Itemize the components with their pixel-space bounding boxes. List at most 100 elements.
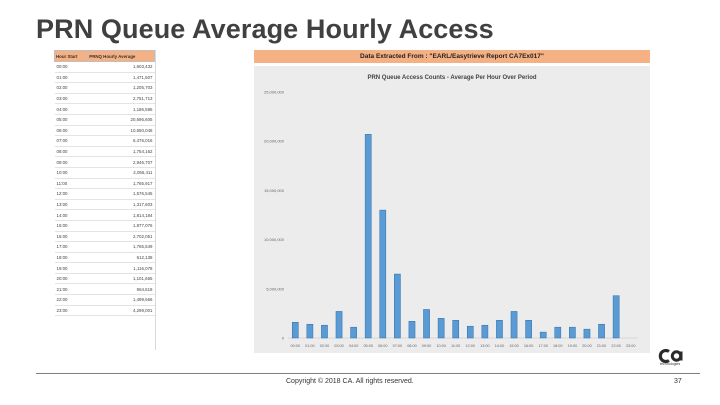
bar xyxy=(612,295,620,339)
bar xyxy=(321,324,328,339)
bar xyxy=(539,331,547,339)
bar xyxy=(569,326,576,339)
cell-hour: 12:00 xyxy=(54,188,88,200)
cell-hour: 09:00 xyxy=(54,156,88,168)
x-tick-label: 05:00 xyxy=(363,344,373,348)
cell-average: 1,765,549 xyxy=(87,241,155,253)
cell-average: 1,499,666 xyxy=(87,294,155,306)
column-header-average: PRNQ Hourly Average xyxy=(87,50,155,62)
table-row: 21:00 964,618 xyxy=(54,283,155,296)
cell-hour: 00:00 xyxy=(54,61,88,73)
table-row: 07:00 6,476,016 xyxy=(54,135,155,147)
bar xyxy=(423,309,430,339)
cell-average: 1,765,917 xyxy=(87,178,155,190)
page-title: PRN Queue Average Hourly Access xyxy=(36,14,494,44)
table-row: 05:00 20,696,605 xyxy=(54,114,155,126)
cell-hour: 06:00 xyxy=(54,125,88,137)
x-tick-label: 20:00 xyxy=(582,344,592,348)
cell-hour: 14:00 xyxy=(54,209,88,221)
x-tick-label: 00:00 xyxy=(291,344,301,348)
bar xyxy=(350,326,357,339)
x-tick-label: 09:00 xyxy=(422,344,432,348)
table-row: 02:00 1,205,703 xyxy=(54,82,155,94)
bar xyxy=(554,326,562,339)
table-row: 22:00 1,499,666 xyxy=(54,294,155,306)
bar xyxy=(437,318,445,339)
y-tick-label: 20,000,000 xyxy=(264,139,285,144)
cell-hour: 05:00 xyxy=(54,114,88,126)
table-row: 08:00 1,754,162 xyxy=(54,146,155,158)
cell-average: 1,754,162 xyxy=(87,146,155,158)
table-row: 10:00 2,055,411 xyxy=(54,167,155,179)
cell-hour: 02:00 xyxy=(54,82,88,94)
cell-hour: 01:00 xyxy=(54,72,88,84)
logo-tagline: technologies xyxy=(660,362,681,366)
footer-divider xyxy=(36,373,700,374)
cell-average: 1,814,184 xyxy=(87,209,155,221)
x-tick-label: 03:00 xyxy=(334,344,344,348)
x-axis-ticks: 00:00 01:00 02:00 03:00 04:00 05:00 06:00 07:00… xyxy=(291,344,636,348)
cell-average: 10,650,046 xyxy=(87,125,155,137)
x-tick-label: 08:00 xyxy=(407,344,417,348)
table-row: 15:00 1,877,076 xyxy=(54,220,155,232)
bar xyxy=(496,320,503,339)
x-tick-label: 07:00 xyxy=(393,344,403,348)
bar xyxy=(452,320,460,339)
cell-hour: 11:00 xyxy=(54,178,88,190)
cell-average: 1,205,703 xyxy=(87,82,155,94)
cell-hour: 23:00 xyxy=(54,305,88,317)
cell-average: 612,138 xyxy=(87,252,155,264)
table-row: 11:00 1,765,917 xyxy=(54,178,155,190)
cell-average: 6,476,016 xyxy=(87,135,155,147)
table-row: 09:00 2,946,707 xyxy=(54,156,155,168)
cell-average: 20,696,605 xyxy=(87,114,155,126)
cell-hour: 15:00 xyxy=(54,220,88,232)
cell-average: 1,877,076 xyxy=(87,220,155,232)
table-row: 04:00 1,186,595 xyxy=(54,103,155,115)
bar xyxy=(335,311,343,339)
y-tick-label: 5,000,000 xyxy=(266,286,285,291)
bars-group xyxy=(291,134,620,339)
table-row: 01:00 1,471,507 xyxy=(54,72,155,84)
ca-logo-a-stem xyxy=(679,351,683,361)
table-row: 17:00 1,765,549 xyxy=(54,241,155,253)
cell-hour: 07:00 xyxy=(54,135,88,147)
chart-title: PRN Queue Access Counts - Average Per Ho… xyxy=(367,75,536,81)
cell-average: 1,471,507 xyxy=(87,72,155,84)
ca-logo-a-bowl xyxy=(670,350,683,362)
table-row: 14:00 1,814,184 xyxy=(54,209,155,221)
cell-average: 1,576,545 xyxy=(87,188,155,200)
cell-average: 1,317,603 xyxy=(87,199,155,211)
y-tick-label: 0 xyxy=(282,336,285,341)
x-tick-label: 04:00 xyxy=(349,344,359,348)
bar xyxy=(481,324,489,339)
x-tick-label: 15:00 xyxy=(509,344,519,348)
y-tick-label: 15,000,000 xyxy=(264,188,285,193)
cell-hour: 18:00 xyxy=(54,252,88,264)
column-header-hour: Hour Start xyxy=(54,50,89,62)
x-tick-label: 14:00 xyxy=(495,344,505,348)
cell-average: 4,299,001 xyxy=(87,305,155,317)
cell-average: 2,055,411 xyxy=(87,167,155,179)
table-row: 06:00 10,650,046 xyxy=(54,125,155,137)
cell-hour: 17:00 xyxy=(54,241,88,253)
x-tick-label: 19:00 xyxy=(568,344,578,348)
bar xyxy=(379,209,387,339)
table-row: 18:00 612,138 xyxy=(54,252,155,264)
bar xyxy=(394,273,401,339)
x-tick-label: 02:00 xyxy=(320,344,330,348)
x-tick-label: 23:00 xyxy=(626,344,636,348)
table-row: 16:00 2,702,051 xyxy=(54,231,155,243)
bar xyxy=(306,323,314,339)
cell-average: 1,186,595 xyxy=(87,103,155,115)
cell-hour: 19:00 xyxy=(54,262,88,274)
cell-average: 964,618 xyxy=(87,283,155,296)
bar-chart: PRN Queue Access Counts - Average Per Ho… xyxy=(264,75,638,348)
hourly-table: Hour Start PRNQ Hourly Average 00:00 1,60… xyxy=(54,50,155,317)
cell-average: 1,603,432 xyxy=(87,61,155,73)
ca-logo xyxy=(658,348,683,364)
cell-average: 2,702,051 xyxy=(87,231,155,243)
cell-average: 1,116,078 xyxy=(87,262,155,274)
x-tick-label: 22:00 xyxy=(611,344,621,348)
table-row: 12:00 1,576,545 xyxy=(54,188,155,200)
